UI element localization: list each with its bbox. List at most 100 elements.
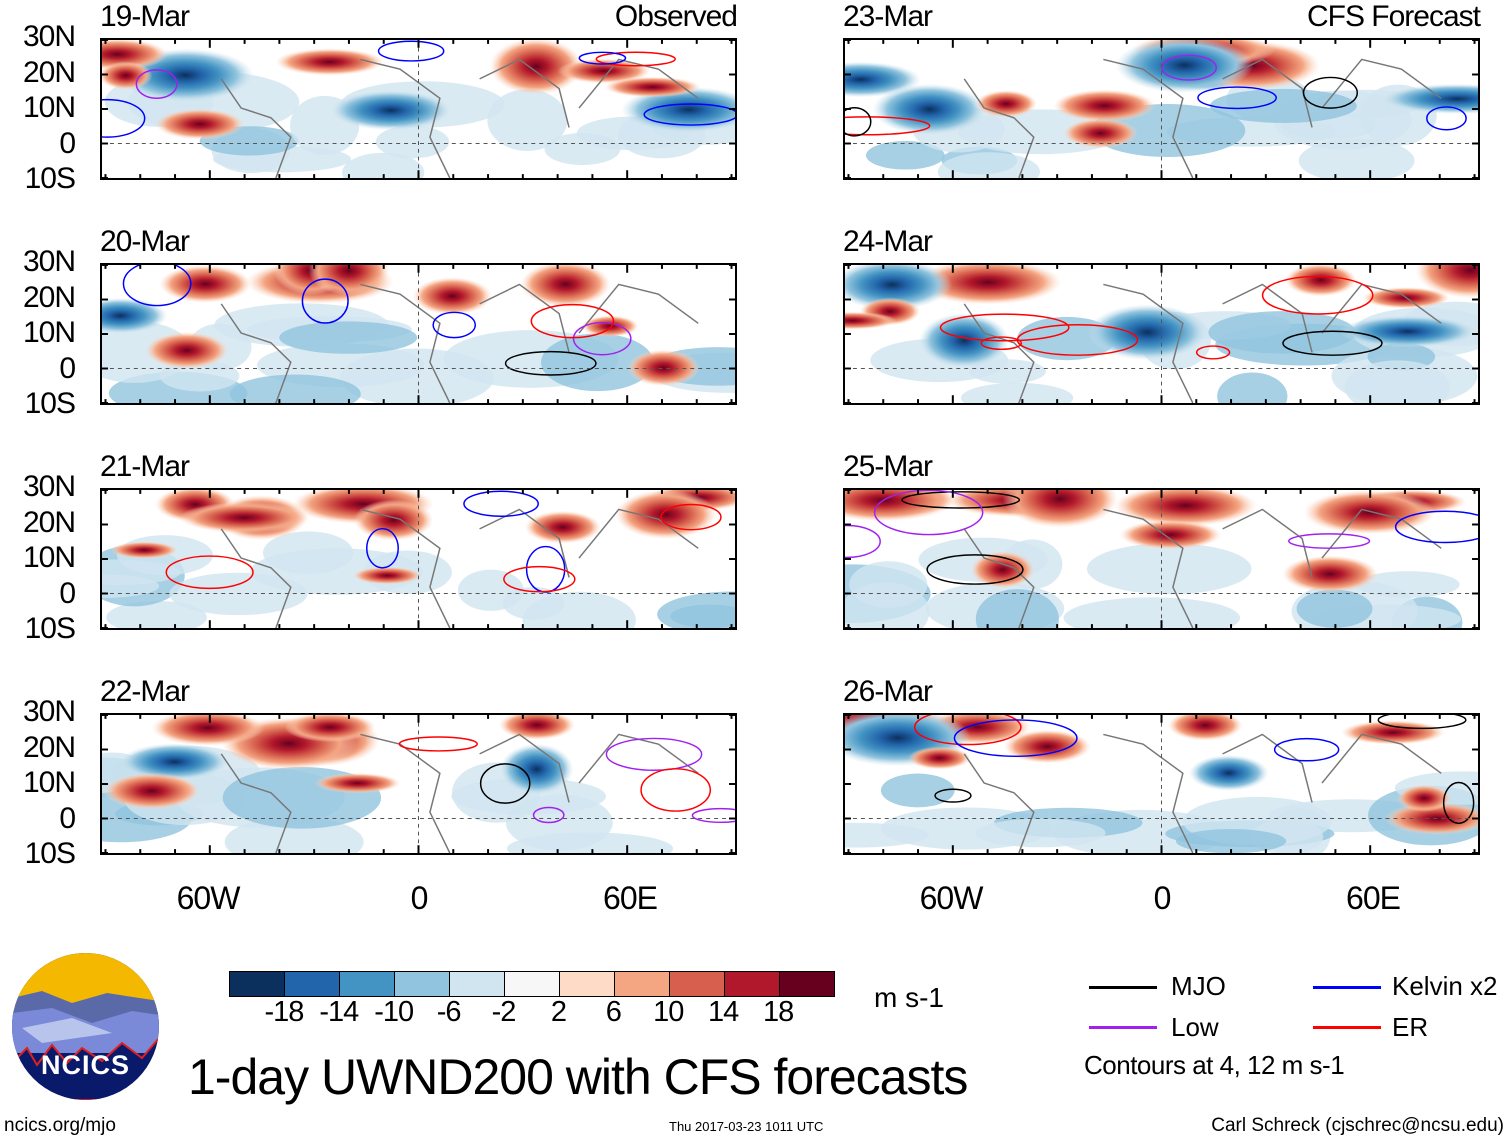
shading-blob [153,265,258,306]
colorbar-tick-label: -6 [436,996,462,1028]
colorbar-swatch [615,972,670,996]
shading-blob [1112,518,1229,552]
shading-blob [102,559,181,586]
coastlines [963,283,1442,403]
colorbar-swatch [285,972,340,996]
coastlines [220,733,699,853]
contour-line [398,736,478,752]
shading-blob [845,310,903,331]
lat-label: 30N [22,470,76,503]
shading-blob [1296,589,1373,628]
shading-blob [937,152,1040,178]
contour-line [901,491,1021,509]
shading-blob [502,586,565,620]
shading-blob [904,745,976,771]
shading-blob [1294,490,1445,538]
contour-line [572,321,632,356]
shading-blob [1058,116,1143,151]
shading-blob [912,309,1016,372]
colorbar-tick-label: 14 [708,996,739,1028]
shading-blob [494,740,579,799]
shading-blob [487,89,568,151]
contour-line [530,303,615,339]
contour-line [377,40,445,62]
legend-line-kelvin [1313,986,1381,989]
contour-line [479,763,531,804]
legend-line-low [1089,1026,1157,1029]
legend-note: Contours at 4, 12 m s-1 [1084,1050,1345,1080]
footer-url[interactable]: ncics.org/mjo [4,1115,116,1136]
shading [845,40,1478,178]
contour-line [913,715,1022,746]
wind-anomaly-map [843,263,1480,405]
shading-blob [1208,311,1356,354]
shading-blob [348,496,439,544]
shading-blob [865,141,945,170]
contour-line [102,98,146,138]
shading-blob [1079,300,1216,365]
contour-line [1273,737,1340,762]
shading-blob [302,265,395,299]
contour-line [578,51,627,65]
shading-blob [1275,552,1385,596]
shading-blob [1344,360,1450,403]
contour-line [463,490,539,517]
contour-line [873,490,984,536]
shading-blob [657,591,735,628]
contour-line [432,311,477,339]
panel-title: CFS Forecast [1306,0,1481,33]
lat-label: 0 [59,351,76,385]
contour-line [366,527,399,569]
map-panel: 22-Mar [100,675,737,855]
contour-line [845,524,881,559]
colorbar-tick-label: -14 [319,996,359,1028]
panel-date: 21-Mar [100,450,190,483]
colorbar-swatch [230,972,285,996]
shading-blob [1393,782,1455,814]
shading-blob [1298,138,1415,178]
contour-line [1288,533,1371,549]
legend-line-er [1313,1026,1381,1029]
coastlines [963,508,1442,628]
lat-label: 10S [24,162,76,195]
lat-label: 0 [59,126,76,160]
colorbar-swatch [450,972,505,996]
contour-line [640,768,712,812]
shading-blob [1046,87,1163,124]
lat-label: 20N [22,505,76,539]
panel-date: 19-Mar [100,0,190,33]
wind-anomaly-map [100,38,737,180]
map-panel: 19-Mar Observed [100,0,738,180]
shading-blob [308,771,407,795]
shading-blob [1329,313,1478,350]
colorbar-swatch [780,972,834,996]
colorbar-units: m s-1 [874,982,944,1013]
lat-label: 10N [22,91,76,124]
shading-blob [960,382,1074,403]
panel-date: 22-Mar [100,675,190,708]
shading-blob [971,88,1042,120]
shading-blob [1209,88,1357,123]
shading-blob [1175,829,1287,853]
colorbar-tick-label: 18 [762,996,794,1028]
contour-line [691,807,735,824]
contour-line [845,116,931,136]
shading-blob [1104,490,1267,529]
contour-line [953,719,1078,758]
shading-blob [975,589,1059,628]
contour-line [1394,510,1478,544]
lat-label: 20N [22,55,76,89]
shading-blob [483,40,590,99]
contour-line [1197,86,1277,110]
footer-author: Carl Schreck (cjschrec@ncsu.edu) [1211,1115,1504,1136]
contour-line [939,313,1070,342]
contour-line [504,350,597,376]
lat-label: 10N [22,541,76,574]
contour-line [135,69,178,99]
contour-line [660,503,722,531]
shading-blob [102,59,157,92]
shading-blob [102,770,207,812]
ncics-logo: NCICS [12,953,159,1100]
lat-label: 30N [22,20,76,53]
shading-blob [514,265,617,311]
